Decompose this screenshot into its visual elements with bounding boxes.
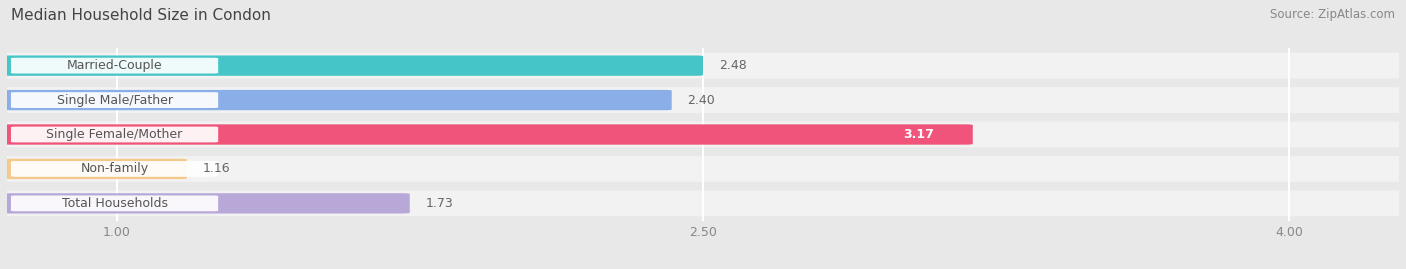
FancyBboxPatch shape (11, 196, 218, 211)
Text: 1.16: 1.16 (202, 162, 231, 175)
FancyBboxPatch shape (11, 92, 218, 108)
FancyBboxPatch shape (0, 53, 1406, 79)
Text: 2.48: 2.48 (718, 59, 747, 72)
Text: Single Female/Mother: Single Female/Mother (46, 128, 183, 141)
Text: Single Male/Father: Single Male/Father (56, 94, 173, 107)
FancyBboxPatch shape (0, 156, 1406, 182)
Text: 3.17: 3.17 (903, 128, 934, 141)
FancyBboxPatch shape (3, 55, 703, 76)
FancyBboxPatch shape (11, 58, 218, 73)
FancyBboxPatch shape (3, 124, 973, 145)
Text: Non-family: Non-family (80, 162, 149, 175)
Text: Total Households: Total Households (62, 197, 167, 210)
FancyBboxPatch shape (0, 122, 1406, 147)
Text: Source: ZipAtlas.com: Source: ZipAtlas.com (1270, 8, 1395, 21)
FancyBboxPatch shape (0, 190, 1406, 216)
FancyBboxPatch shape (3, 193, 409, 214)
FancyBboxPatch shape (3, 159, 187, 179)
FancyBboxPatch shape (11, 161, 218, 177)
Text: Median Household Size in Condon: Median Household Size in Condon (11, 8, 271, 23)
Text: 1.73: 1.73 (426, 197, 453, 210)
Text: Married-Couple: Married-Couple (66, 59, 162, 72)
Text: 2.40: 2.40 (688, 94, 716, 107)
FancyBboxPatch shape (0, 87, 1406, 113)
FancyBboxPatch shape (11, 127, 218, 142)
FancyBboxPatch shape (3, 90, 672, 110)
